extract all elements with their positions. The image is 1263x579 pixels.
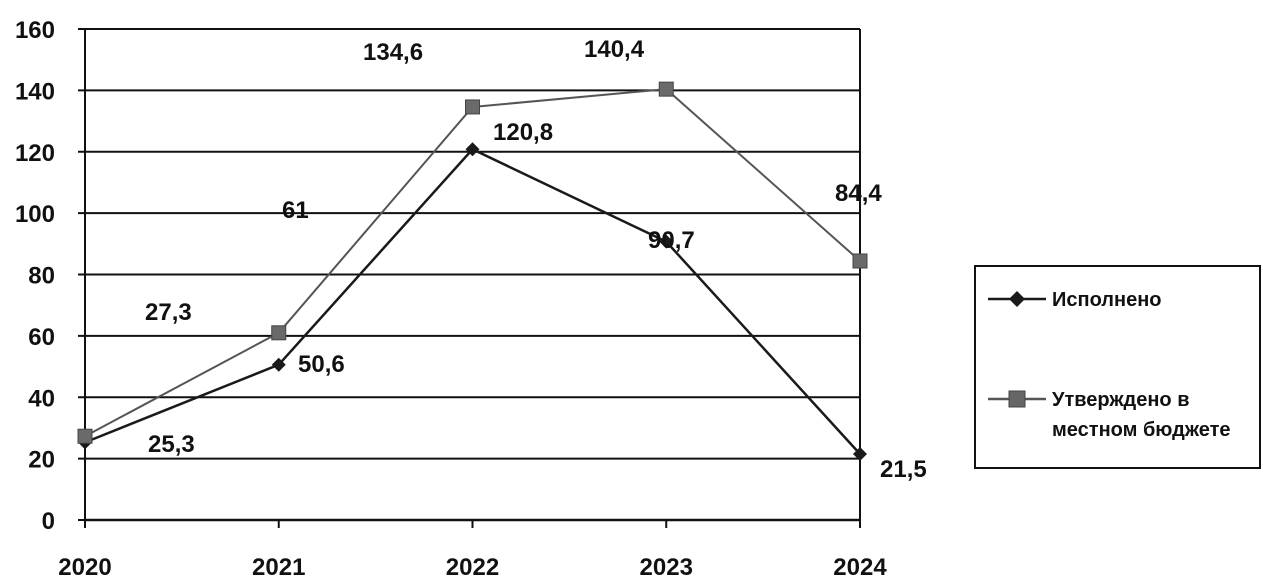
series-markers [78, 82, 867, 461]
data-point-square [272, 326, 286, 340]
y-tick-label: 0 [42, 508, 55, 535]
chart-gridlines [85, 29, 860, 459]
x-tick-label: 2020 [58, 554, 111, 579]
data-labels: 25,3 50,6 120,8 90,7 21,5 27,3 61 134,6 140,4 84,… [145, 36, 927, 483]
x-tick-label: 2024 [833, 554, 887, 579]
x-tick-label: 2022 [446, 554, 499, 579]
legend-label-approved-line1: Утверждено в [1052, 389, 1190, 411]
series-line-approved [85, 89, 860, 436]
y-axis-ticks: 0 20 40 60 80 100 120 140 160 [15, 17, 85, 535]
y-tick-label: 120 [15, 140, 55, 167]
data-label: 84,4 [835, 180, 882, 207]
data-point-square [466, 100, 480, 114]
x-tick-label: 2021 [252, 554, 305, 579]
data-label: 27,3 [145, 299, 192, 326]
legend-label-executed: Исполнено [1052, 289, 1162, 311]
legend-label-approved-line2: местном бюджете [1052, 419, 1231, 441]
y-tick-label: 160 [15, 17, 55, 44]
y-tick-label: 20 [28, 447, 55, 474]
data-label: 90,7 [648, 227, 695, 254]
y-tick-label: 60 [28, 324, 55, 351]
data-label: 61 [282, 197, 309, 224]
x-axis-ticks: 2020 2021 2022 2023 2024 [58, 520, 887, 579]
data-label: 134,6 [363, 39, 423, 66]
chart-legend: Исполнено Утверждено в местном бюджете [975, 266, 1260, 468]
data-point-square [78, 429, 92, 443]
data-label: 25,3 [148, 431, 195, 458]
y-tick-label: 40 [28, 385, 55, 412]
data-point-square [853, 254, 867, 268]
y-tick-label: 80 [28, 263, 55, 290]
x-tick-label: 2023 [640, 554, 693, 579]
data-label: 21,5 [880, 456, 927, 483]
y-tick-label: 100 [15, 201, 55, 228]
data-label: 50,6 [298, 351, 345, 378]
series-line-executed [85, 149, 860, 454]
data-point-square [659, 82, 673, 96]
y-tick-label: 140 [15, 78, 55, 105]
data-label: 140,4 [584, 36, 645, 63]
legend-square-marker [1009, 391, 1025, 407]
data-label: 120,8 [493, 119, 553, 146]
